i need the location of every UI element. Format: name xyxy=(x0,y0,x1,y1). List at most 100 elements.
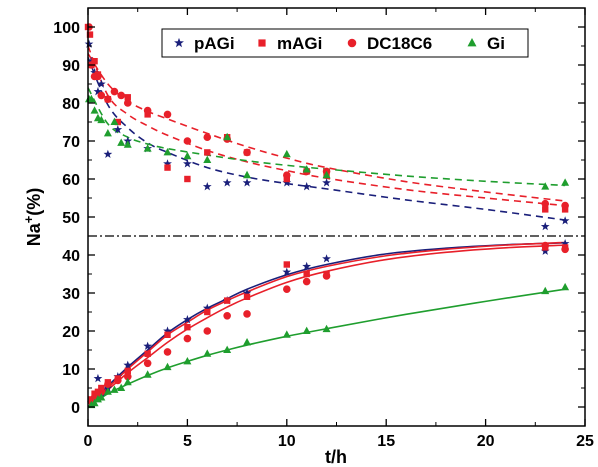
data-point-Gi xyxy=(203,349,212,357)
x-tick-label: 5 xyxy=(183,433,192,450)
data-point-pAGi xyxy=(242,288,252,297)
legend-label-Gi: Gi xyxy=(487,34,505,53)
data-point-Gi xyxy=(123,140,132,148)
data-point-pAGi xyxy=(202,303,212,312)
x-tick-label: 0 xyxy=(84,433,93,450)
data-point-Gi xyxy=(282,149,291,158)
data-point-DC18C6 xyxy=(97,91,106,100)
data-point-Gi xyxy=(143,144,152,152)
data-point-Gi xyxy=(183,357,192,365)
data-point-mAGi xyxy=(164,331,171,338)
data-point-Gi xyxy=(90,106,99,114)
data-point-pAGi xyxy=(222,178,232,187)
data-point-Gi xyxy=(223,345,232,353)
data-point-DC18C6 xyxy=(541,241,550,250)
data-point-Gi xyxy=(302,165,311,173)
data-point-DC18C6 xyxy=(243,148,251,157)
data-point-pAGi xyxy=(302,182,312,191)
data-point-Gi xyxy=(103,387,112,395)
data-point-DC18C6 xyxy=(123,372,132,381)
data-point-Gi xyxy=(541,182,550,190)
data-point-mAGi xyxy=(184,175,191,183)
data-point-mAGi xyxy=(184,324,191,331)
data-point-Gi xyxy=(223,132,232,141)
fit-line-lower-Gi xyxy=(87,288,566,408)
data-point-Gi xyxy=(322,324,331,333)
y-tick-label: 20 xyxy=(62,324,80,341)
data-point-Gi xyxy=(163,148,172,156)
legend-marker-mAGi xyxy=(258,39,266,47)
data-point-pAGi xyxy=(560,216,570,225)
legend-marker-DC18C6 xyxy=(347,38,357,48)
data-point-mAGi xyxy=(124,367,131,375)
data-point-Gi xyxy=(143,370,152,378)
data-point-mAGi xyxy=(283,261,290,268)
y-axis-label: Na+(%) xyxy=(21,188,44,247)
data-point-mAGi xyxy=(124,94,131,101)
data-point-pAGi xyxy=(282,267,292,276)
data-point-DC18C6 xyxy=(203,133,212,141)
data-point-Gi xyxy=(541,286,550,295)
y-tick-label: 50 xyxy=(62,210,80,227)
data-point-Gi xyxy=(163,362,172,371)
data-point-Gi xyxy=(90,398,99,407)
data-point-pAGi xyxy=(183,159,192,168)
data-point-pAGi xyxy=(90,68,99,77)
data-point-pAGi xyxy=(242,178,252,187)
x-tick-label: 10 xyxy=(278,433,296,450)
x-tick-label: 20 xyxy=(477,433,495,450)
data-point-Gi xyxy=(243,338,252,346)
data-point-mAGi xyxy=(91,390,98,397)
legend-label-mAGi: mAGi xyxy=(277,34,322,53)
legend-marker-Gi xyxy=(467,38,477,47)
data-point-pAGi xyxy=(96,79,106,88)
data-point-Gi xyxy=(103,129,112,137)
data-point-DC18C6 xyxy=(110,87,119,96)
data-point-pAGi xyxy=(282,178,292,187)
y-tick-label: 60 xyxy=(62,172,80,189)
data-point-pAGi xyxy=(103,149,113,159)
data-point-mAGi xyxy=(164,164,171,171)
data-point-Gi xyxy=(117,138,126,146)
y-tick-label: 10 xyxy=(62,362,80,379)
data-point-mAGi xyxy=(303,270,310,278)
data-point-DC18C6 xyxy=(117,91,125,100)
y-tick-label: 0 xyxy=(71,400,80,417)
y-tick-label: 70 xyxy=(62,134,80,151)
data-point-mAGi xyxy=(144,350,151,357)
data-point-Gi xyxy=(110,385,119,393)
data-point-DC18C6 xyxy=(114,376,122,385)
data-point-mAGi xyxy=(243,293,251,300)
data-point-mAGi xyxy=(223,297,231,304)
data-point-DC18C6 xyxy=(163,348,172,356)
data-point-Gi xyxy=(183,151,192,160)
data-point-DC18C6 xyxy=(104,95,112,103)
x-tick-label: 15 xyxy=(377,433,395,450)
data-point-mAGi xyxy=(98,384,105,392)
fit-line-upper-pAGi xyxy=(87,57,566,221)
data-point-pAGi xyxy=(540,221,550,231)
data-point-mAGi xyxy=(86,31,94,38)
data-point-pAGi xyxy=(560,239,570,248)
data-point-Gi xyxy=(123,377,132,386)
data-point-DC18C6 xyxy=(541,199,550,208)
data-point-DC18C6 xyxy=(223,312,231,320)
data-point-DC18C6 xyxy=(302,277,311,286)
axis-ticks: 0 5 10 15 20 25 0 10 20 30 40 50 60 70 80 90 100 xyxy=(53,8,594,450)
data-point-pAGi xyxy=(163,326,172,335)
data-point-mAGi xyxy=(283,175,290,183)
legend-label-pAGi: pAGi xyxy=(194,34,235,53)
data-point-mAGi xyxy=(204,149,211,156)
data-point-DC18C6 xyxy=(322,272,331,280)
x-tick-label: 25 xyxy=(576,433,594,450)
y-tick-label: 40 xyxy=(62,248,80,265)
y-tick-label: 100 xyxy=(53,20,80,37)
data-point-mAGi xyxy=(204,308,211,316)
data-point-DC18C6 xyxy=(94,72,102,81)
data-point-Gi xyxy=(97,393,106,401)
data-point-DC18C6 xyxy=(104,380,112,389)
data-point-pAGi xyxy=(93,87,103,96)
data-point-DC18C6 xyxy=(561,245,569,254)
y-tick-label: 30 xyxy=(62,286,80,303)
